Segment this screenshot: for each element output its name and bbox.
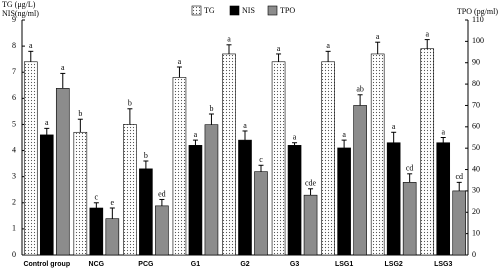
y-tick-label: 1: [12, 224, 16, 233]
bar: [386, 142, 401, 256]
y-axis-label: TG (μg/L): [2, 0, 36, 9]
bar: [337, 147, 351, 256]
y-tick-label: 0: [12, 250, 16, 259]
bar: [73, 131, 88, 256]
bar: [39, 134, 54, 256]
significance-label: b: [128, 99, 132, 108]
y2-axis-label: TPO (pg/ml): [457, 7, 498, 16]
significance-label: a: [61, 63, 65, 72]
y-axis-label: NIS(ng/ml): [2, 9, 39, 18]
y2-tick-label: 30: [472, 186, 480, 195]
bar: [370, 53, 385, 256]
x-tick-label: G2: [240, 261, 249, 268]
bar: [287, 145, 302, 256]
significance-label: ed: [158, 189, 166, 198]
significance-label: cde: [305, 179, 317, 188]
significance-label: cd: [455, 172, 463, 181]
y2-tick-label: 20: [472, 207, 480, 216]
y2-tick-label: 50: [472, 143, 480, 152]
y-tick-label: 5: [12, 119, 16, 128]
bar: [89, 207, 104, 256]
y-tick-label: 6: [12, 93, 16, 102]
y-tick-label: 7: [12, 67, 16, 76]
significance-label: a: [194, 130, 198, 139]
bar: [123, 124, 137, 256]
bar: [402, 182, 417, 256]
significance-label: a: [29, 41, 33, 50]
legend-swatch: [191, 5, 202, 16]
significance-label: a: [227, 35, 231, 44]
significance-label: a: [342, 130, 346, 139]
y2-tick-label: 70: [472, 100, 480, 109]
bar: [353, 105, 367, 256]
x-tick-label: Control group: [23, 261, 70, 268]
bar: [222, 53, 236, 256]
bar: [139, 168, 153, 256]
legend-label: TG: [204, 6, 215, 15]
y2-tick-label: 40: [472, 164, 480, 173]
significance-label: a: [293, 133, 297, 142]
x-tick-label: NCG: [89, 261, 105, 268]
bar: [188, 145, 203, 256]
significance-label: a: [441, 127, 445, 136]
significance-label: c: [95, 193, 99, 202]
y-tick-label: 4: [12, 145, 16, 154]
y2-tick-label: 90: [472, 58, 480, 67]
bar: [303, 194, 318, 256]
legend-label: NIS: [242, 6, 255, 15]
x-tick-label: LSG3: [434, 261, 452, 268]
y2-tick-label: 60: [472, 122, 480, 131]
bar: [204, 124, 219, 256]
bar: [155, 205, 169, 256]
bar: [436, 142, 451, 256]
y2-tick-label: 10: [472, 228, 480, 237]
significance-label: a: [392, 122, 396, 131]
y-tick-label: 3: [12, 171, 16, 180]
legend-label: TPO: [280, 6, 295, 15]
x-tick-label: LSG1: [335, 261, 353, 268]
y-tick-label: 2: [12, 198, 16, 207]
x-tick-label: G1: [191, 261, 200, 268]
legend-swatch: [229, 5, 240, 16]
significance-label: b: [209, 104, 213, 113]
bar: [254, 171, 268, 256]
y-tick-label: 8: [12, 41, 16, 50]
bar: [238, 139, 252, 256]
significance-label: a: [243, 121, 247, 130]
bar: [321, 61, 335, 256]
bar: [172, 77, 187, 256]
significance-label: a: [178, 57, 182, 66]
bar: [23, 61, 38, 256]
significance-label: ab: [356, 85, 364, 94]
legend-swatch: [267, 5, 278, 16]
significance-label: a: [425, 29, 429, 38]
y2-tick-label: 0: [472, 250, 476, 259]
x-tick-label: PCG: [138, 261, 154, 268]
significance-label: a: [45, 118, 49, 127]
x-tick-label: G3: [290, 261, 299, 268]
x-tick-label: LSG2: [385, 261, 403, 268]
bar: [420, 48, 435, 256]
significance-label: cd: [406, 164, 414, 173]
y2-tick-label: 110: [472, 15, 484, 24]
significance-label: a: [376, 32, 380, 41]
significance-label: b: [144, 151, 148, 160]
significance-label: a: [326, 41, 330, 50]
significance-label: a: [277, 44, 281, 53]
bar: [55, 88, 70, 256]
bar: [452, 190, 467, 256]
y2-tick-label: 100: [472, 36, 484, 45]
bar: [271, 61, 286, 256]
y2-tick-label: 80: [472, 79, 480, 88]
y-tick-label: 9: [12, 15, 16, 24]
significance-label: b: [78, 109, 82, 118]
significance-label: c: [259, 155, 263, 164]
significance-label: e: [111, 198, 115, 207]
bar: [105, 218, 120, 256]
